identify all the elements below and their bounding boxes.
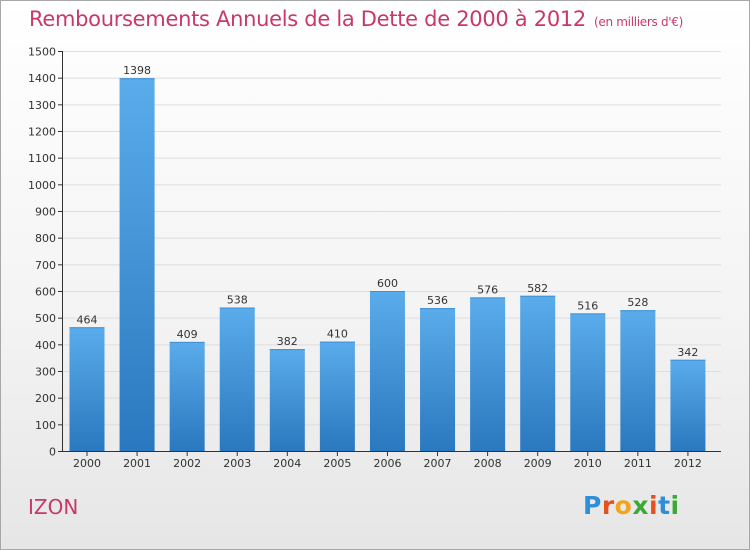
x-tick-label: 2003 [223, 457, 251, 470]
x-tick-label: 2009 [524, 457, 552, 470]
logo-letter: t [658, 491, 671, 520]
y-tick-label: 1200 [28, 126, 56, 139]
x-tick-label: 2002 [173, 457, 201, 470]
bar-value-label: 464 [77, 313, 98, 326]
bar-2002 [169, 341, 205, 451]
y-tick-label: 100 [35, 419, 56, 432]
x-tick-label: 2010 [574, 457, 602, 470]
bar-2008 [470, 297, 506, 451]
bar-value-label: 516 [577, 299, 598, 312]
axes [58, 51, 721, 456]
y-tick-label: 300 [35, 366, 56, 379]
bar-value-label: 600 [377, 277, 398, 290]
bars [69, 78, 706, 451]
bar-value-label: 536 [427, 294, 448, 307]
x-tick-label: 2011 [624, 457, 652, 470]
proxiti-logo: Proxiti [583, 491, 680, 520]
x-tick-label: 2006 [373, 457, 401, 470]
x-tick-label: 2001 [123, 457, 151, 470]
y-tick-label: 900 [35, 206, 56, 219]
y-tick-label: 800 [35, 232, 56, 245]
bar-2004 [269, 349, 305, 451]
bar-2010 [570, 313, 606, 451]
chart-title-text: Remboursements Annuels de la Dette de 20… [29, 7, 586, 31]
bar-2012 [670, 359, 706, 451]
y-tick-label: 1000 [28, 179, 56, 192]
x-tick-label: 2000 [73, 457, 101, 470]
logo-letter: o [614, 491, 633, 520]
y-tick-label: 500 [35, 312, 56, 325]
bar-value-label: 528 [627, 296, 648, 309]
chart-subtitle: (en milliers d'€) [594, 15, 684, 29]
y-tick-label: 0 [49, 446, 56, 459]
chart-title: Remboursements Annuels de la Dette de 20… [29, 7, 683, 31]
logo-letter: P [583, 491, 602, 520]
bar-value-label: 582 [527, 282, 548, 295]
x-tick-label: 2005 [323, 457, 351, 470]
labels: 0 100 200 300 400 500 600 700 800 900 1000 1100 1200… [28, 46, 702, 471]
bar-2001 [119, 78, 155, 451]
bar-value-label: 382 [277, 335, 298, 348]
logo-letter: r [601, 491, 615, 520]
bar-value-label: 410 [327, 328, 348, 341]
bar-value-label: 576 [477, 283, 498, 296]
bar-2003 [219, 307, 255, 451]
logo-letter: x [632, 491, 649, 520]
x-tick-label: 2008 [474, 457, 502, 470]
y-tick-label: 400 [35, 339, 56, 352]
y-tick-label: 1100 [28, 152, 56, 165]
bar-value-label: 538 [227, 294, 248, 307]
town-name: IZON [28, 495, 79, 519]
y-tick-label: 1400 [28, 72, 56, 85]
logo-letter: i [670, 491, 680, 520]
y-tick-label: 1300 [28, 99, 56, 112]
bar-2007 [420, 308, 456, 451]
y-tick-label: 1500 [28, 46, 56, 59]
bar-2000 [69, 327, 105, 451]
bar-value-label: 1398 [123, 64, 151, 77]
y-tick-label: 700 [35, 259, 56, 272]
bar-2005 [319, 341, 355, 451]
bar-value-label: 409 [177, 328, 198, 341]
x-tick-label: 2012 [674, 457, 702, 470]
bar-2011 [620, 310, 656, 451]
y-tick-label: 600 [35, 286, 56, 299]
x-tick-label: 2004 [273, 457, 301, 470]
bar-value-label: 342 [677, 346, 698, 359]
y-tick-label: 200 [35, 392, 56, 405]
bar-2009 [520, 295, 556, 451]
bar-2006 [369, 291, 405, 451]
x-tick-label: 2007 [424, 457, 452, 470]
logo-letter: i [649, 491, 659, 520]
